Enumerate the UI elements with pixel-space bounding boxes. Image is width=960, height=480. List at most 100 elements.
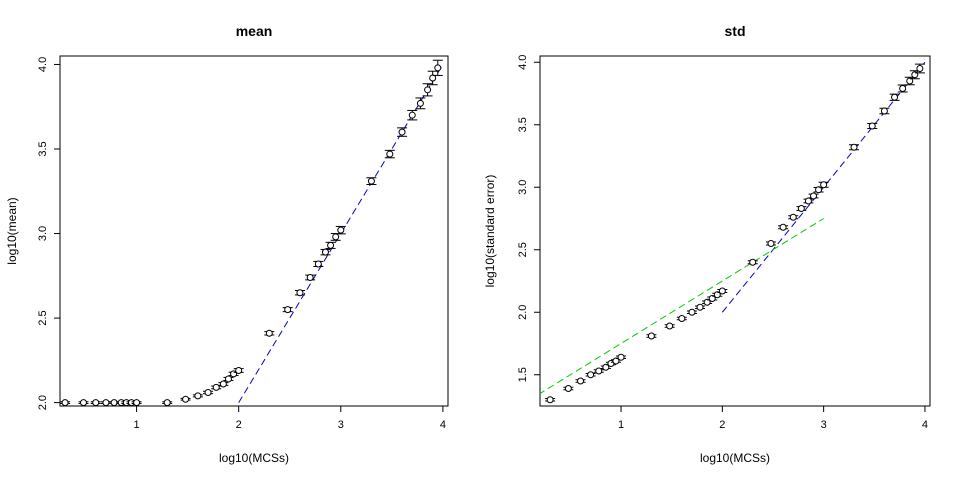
y-tick-label: 2.0 <box>37 395 49 410</box>
point-marker <box>587 371 595 379</box>
x-tick-label: 2 <box>719 419 725 431</box>
point-marker <box>110 399 118 407</box>
data-point <box>407 109 418 121</box>
data-point <box>294 289 305 297</box>
point-marker <box>868 122 876 130</box>
data-point <box>282 306 293 314</box>
point-marker <box>434 64 442 72</box>
point-marker <box>666 322 674 330</box>
y-tick-label: 4.0 <box>37 57 49 72</box>
point-marker <box>880 107 888 115</box>
point-marker <box>546 396 554 404</box>
data-point <box>676 315 687 322</box>
point-marker <box>789 213 797 221</box>
point-marker <box>416 99 424 107</box>
data-point <box>313 260 324 268</box>
data-point <box>305 273 316 281</box>
data-point <box>585 371 596 379</box>
point-marker <box>424 86 432 94</box>
data-point <box>415 97 426 110</box>
data-point <box>695 303 706 311</box>
data-point <box>575 377 586 385</box>
point-marker <box>779 223 787 231</box>
data-point <box>813 186 824 194</box>
point-marker <box>219 380 227 388</box>
data-point <box>100 399 111 407</box>
point-marker <box>337 226 345 234</box>
data-point <box>747 258 758 266</box>
data-point <box>904 76 915 86</box>
data-point <box>162 399 173 407</box>
data-point <box>330 233 341 241</box>
point-marker <box>92 399 100 407</box>
point-marker <box>767 240 775 247</box>
x-tick-label: 1 <box>618 419 624 431</box>
x-ticks: 1 2 3 4 <box>618 406 928 431</box>
point-marker <box>718 287 726 295</box>
y-tick-label: 2.5 <box>37 310 49 325</box>
y-tick-label: 2.0 <box>517 305 529 320</box>
point-marker <box>696 303 704 311</box>
y-tick-label: 2.5 <box>517 242 529 257</box>
point-marker <box>916 65 924 72</box>
point-marker <box>79 399 87 407</box>
data-point <box>131 399 142 407</box>
data-point <box>325 241 336 249</box>
data-point <box>422 83 433 97</box>
data-point <box>563 385 574 392</box>
data-point <box>600 363 611 371</box>
point-marker <box>647 332 655 340</box>
point-marker <box>617 353 625 361</box>
point-marker <box>204 388 212 396</box>
y-axis: log10(standard error) <box>483 175 497 288</box>
point-marker <box>804 197 812 205</box>
data-point <box>849 143 860 151</box>
chart-title: std <box>725 23 746 39</box>
data-point <box>121 399 132 407</box>
data-point <box>218 380 229 388</box>
x-axis-label: log10(MCSs) <box>219 451 289 465</box>
x-tick-label: 3 <box>338 419 344 431</box>
data-point <box>78 399 89 407</box>
data-point <box>335 225 346 235</box>
point-marker <box>688 308 696 316</box>
point-marker <box>820 181 828 189</box>
data-point <box>867 122 878 130</box>
point-marker <box>577 377 585 385</box>
data-point <box>616 353 627 361</box>
data-point <box>203 388 214 396</box>
point-marker <box>815 186 823 194</box>
point-marker <box>564 385 572 392</box>
data-point <box>879 107 890 115</box>
y-tick-label: 3.5 <box>37 141 49 156</box>
data-point <box>180 395 191 403</box>
y-tick-label: 3.0 <box>37 226 49 241</box>
point-marker <box>708 295 716 302</box>
panel-mean: mean log10(MCSs) log10(mean) 1 2 3 4 2.0 2.5… <box>5 23 449 465</box>
data-point <box>788 213 799 221</box>
point-marker <box>749 258 757 266</box>
point-marker <box>163 399 171 407</box>
data-point <box>664 322 675 330</box>
data-point <box>366 177 377 186</box>
data-point <box>60 399 71 407</box>
data-point <box>223 375 234 383</box>
data-point <box>889 93 900 101</box>
y-tick-label: 3.0 <box>517 180 529 195</box>
data-point <box>808 192 819 200</box>
point-marker <box>332 233 340 241</box>
point-marker <box>133 399 141 407</box>
fit-line <box>540 218 824 395</box>
data-point <box>765 240 776 247</box>
x-tick-label: 3 <box>821 419 827 431</box>
point-marker <box>321 248 329 256</box>
y-tick-label: 4.0 <box>517 55 529 70</box>
x-tick-label: 4 <box>440 419 446 431</box>
point-marker <box>327 241 335 249</box>
data-point <box>686 308 697 316</box>
data-point <box>646 332 657 340</box>
data-point <box>818 181 829 189</box>
point-marker <box>102 399 110 407</box>
x-tick-label: 4 <box>922 419 928 431</box>
point-marker <box>797 205 805 212</box>
